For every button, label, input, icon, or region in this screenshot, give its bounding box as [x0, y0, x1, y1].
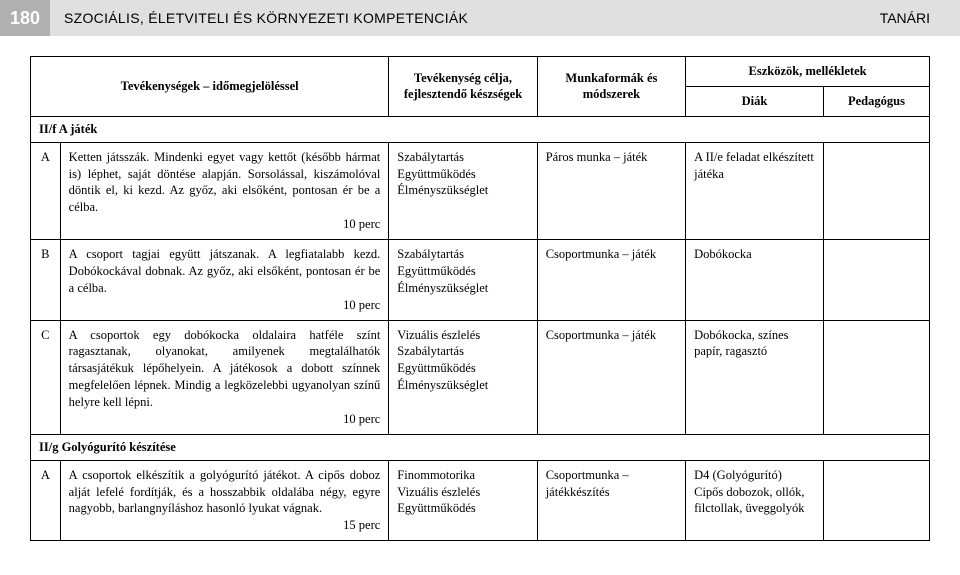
row-letter: B	[31, 240, 61, 321]
activity-time: 10 perc	[69, 216, 381, 233]
table-row: B A csoport tagjai együtt játszanak. A l…	[31, 240, 930, 321]
row-diak: Dobókocka, színes papír, ragasztó	[686, 320, 824, 434]
row-method: Csoportmunka – játékkészítés	[537, 460, 685, 541]
row-letter: C	[31, 320, 61, 434]
page-number: 180	[0, 0, 50, 36]
header-title-right: TANÁRI	[860, 0, 960, 36]
row-letter: A	[31, 142, 61, 239]
section-row: II/f A játék	[31, 116, 930, 142]
table-row: A A csoportok elkészítik a golyógurító j…	[31, 460, 930, 541]
row-goal: Finommotorika Vizuális észlelés Együttmű…	[389, 460, 537, 541]
table-row: C A csoportok egy dobókocka oldalaira ha…	[31, 320, 930, 434]
th-activity: Tevékenységek – időmegjelöléssel	[31, 57, 389, 117]
header-bar: 180 SZOCIÁLIS, ÉLETVITELI ÉS KÖRNYEZETI …	[0, 0, 960, 36]
row-goal: Vizuális észlelés Szabálytartás Együttmű…	[389, 320, 537, 434]
activity-time: 10 perc	[69, 297, 381, 314]
row-goal: Szabálytartás Együttműködés Élményszüksé…	[389, 142, 537, 239]
section-label: II/g Golyógurító készítése	[31, 434, 930, 460]
content-area: Tevékenységek – időmegjelöléssel Tevéken…	[0, 36, 960, 541]
row-activity: A csoport tagjai együtt játszanak. A leg…	[60, 240, 389, 321]
row-diak: D4 (Golyógurító) Cipős dobozok, ollók, f…	[686, 460, 824, 541]
row-activity: A csoportok egy dobókocka oldalaira hatf…	[60, 320, 389, 434]
row-activity: Ketten játsszák. Mindenki egyet vagy ket…	[60, 142, 389, 239]
activity-time: 10 perc	[69, 411, 381, 428]
row-ped	[823, 320, 929, 434]
th-goal: Tevékenység célja, fejlesztendő készsége…	[389, 57, 537, 117]
row-diak: A II/e feladat elkészített játéka	[686, 142, 824, 239]
header-title-left: SZOCIÁLIS, ÉLETVITELI ÉS KÖRNYEZETI KOMP…	[50, 0, 860, 36]
row-letter: A	[31, 460, 61, 541]
activity-text: Ketten játsszák. Mindenki egyet vagy ket…	[69, 150, 381, 215]
section-label: II/f A játék	[31, 116, 930, 142]
activity-time: 15 perc	[69, 517, 381, 534]
row-goal: Szabálytartás Együttműködés Élményszüksé…	[389, 240, 537, 321]
row-method: Páros munka – játék	[537, 142, 685, 239]
th-method: Munkaformák és módszerek	[537, 57, 685, 117]
section-row: II/g Golyógurító készítése	[31, 434, 930, 460]
activity-text: A csoportok egy dobókocka oldalaira hatf…	[69, 328, 381, 410]
th-ped: Pedagógus	[823, 86, 929, 116]
activity-text: A csoport tagjai együtt játszanak. A leg…	[69, 247, 381, 295]
activity-table: Tevékenységek – időmegjelöléssel Tevéken…	[30, 56, 930, 541]
row-ped	[823, 240, 929, 321]
table-row: A Ketten játsszák. Mindenki egyet vagy k…	[31, 142, 930, 239]
row-method: Csoportmunka – játék	[537, 240, 685, 321]
row-diak: Dobókocka	[686, 240, 824, 321]
row-ped	[823, 460, 929, 541]
th-tools-group: Eszközök, mellékletek	[686, 57, 930, 87]
th-diak: Diák	[686, 86, 824, 116]
row-ped	[823, 142, 929, 239]
row-method: Csoportmunka – játék	[537, 320, 685, 434]
row-activity: A csoportok elkészítik a golyógurító ját…	[60, 460, 389, 541]
activity-text: A csoportok elkészítik a golyógurító ját…	[69, 468, 381, 516]
